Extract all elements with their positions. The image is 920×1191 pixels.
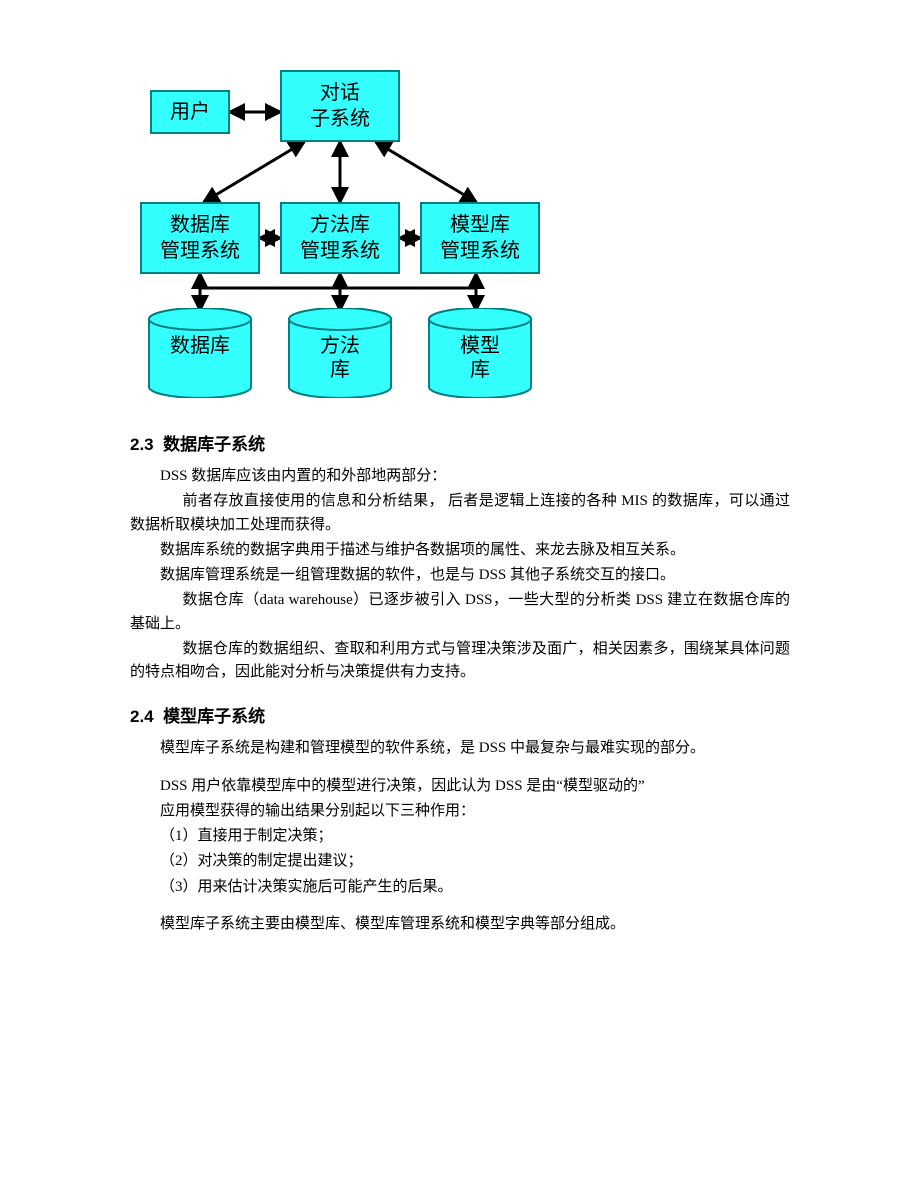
- paragraph: 模型库子系统主要由模型库、模型库管理系统和模型字典等部分组成。: [130, 913, 790, 936]
- paragraph: 应用模型获得的输出结果分别起以下三种作用：: [130, 800, 790, 823]
- cylinder-method: 方法库: [288, 308, 392, 398]
- paragraph: 数据库管理系统是一组管理数据的软件，也是与 DSS 其他子系统交互的接口。: [130, 564, 790, 587]
- node-mms: 方法库管理系统: [280, 202, 400, 274]
- node-dbms: 数据库管理系统: [140, 202, 260, 274]
- dss-architecture-diagram: 用户 对话子系统数据库管理系统方法库管理系统模型库管理系统数据库 方法库模型库: [140, 40, 560, 410]
- cylinder-model: 模型库: [428, 308, 532, 398]
- node-dialog: 对话子系统: [280, 70, 400, 142]
- paragraph: 模型库子系统是构建和管理模型的软件系统，是 DSS 中最复杂与最难实现的部分。: [130, 737, 790, 760]
- paragraph: DSS 用户依靠模型库中的模型进行决策，因此认为 DSS 是由“模型驱动的”: [130, 775, 790, 798]
- paragraph: 数据仓库的数据组织、查取和利用方式与管理决策涉及面广，相关因素多，围绕某具体问题…: [130, 638, 790, 685]
- list-item: （2）对决策的制定提出建议；: [130, 850, 790, 873]
- section-title: 数据库子系统: [163, 435, 265, 454]
- section-num: 2.4: [130, 707, 154, 726]
- section-num: 2.3: [130, 435, 154, 454]
- section-title: 模型库子系统: [163, 707, 265, 726]
- section-2-3-heading: 2.3 数据库子系统: [130, 430, 790, 455]
- paragraph: 前者存放直接使用的信息和分析结果， 后者是逻辑上连接的各种 MIS 的数据库，可…: [130, 490, 790, 537]
- paragraph: DSS 数据库应该由内置的和外部地两部分：: [130, 465, 790, 488]
- cylinder-label: 数据库: [148, 334, 252, 358]
- node-mdms: 模型库管理系统: [420, 202, 540, 274]
- cylinder-db: 数据库: [148, 308, 252, 398]
- list-item: （1）直接用于制定决策；: [130, 825, 790, 848]
- cylinder-label: 方法库: [288, 334, 392, 382]
- paragraph: 数据库系统的数据字典用于描述与维护各数据项的属性、来龙去脉及相互关系。: [130, 539, 790, 562]
- node-user: 用户: [150, 90, 230, 134]
- paragraph: 数据仓库（data warehouse）已逐步被引入 DSS，一些大型的分析类 …: [130, 589, 790, 636]
- cylinder-label: 模型库: [428, 334, 532, 382]
- list-item: （3）用来估计决策实施后可能产生的后果。: [130, 876, 790, 899]
- section-2-4-heading: 2.4 模型库子系统: [130, 702, 790, 727]
